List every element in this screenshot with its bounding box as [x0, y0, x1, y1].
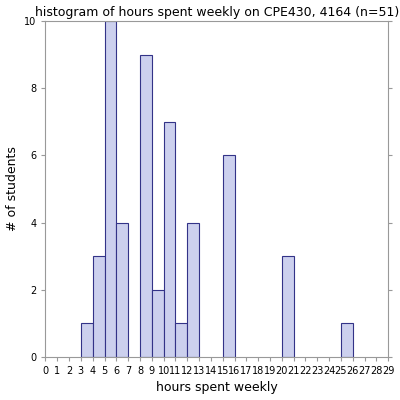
Bar — [81, 323, 93, 357]
Bar — [152, 290, 164, 357]
Bar — [341, 323, 353, 357]
Bar — [176, 323, 187, 357]
X-axis label: hours spent weekly: hours spent weekly — [156, 382, 278, 394]
Bar — [93, 256, 104, 357]
Bar — [282, 256, 294, 357]
Bar — [187, 222, 199, 357]
Title: histogram of hours spent weekly on CPE430, 4164 (n=51): histogram of hours spent weekly on CPE43… — [35, 6, 399, 18]
Bar — [116, 222, 128, 357]
Y-axis label: # of students: # of students — [6, 146, 18, 232]
Bar — [104, 21, 116, 357]
Bar — [140, 55, 152, 357]
Bar — [223, 156, 234, 357]
Bar — [164, 122, 176, 357]
